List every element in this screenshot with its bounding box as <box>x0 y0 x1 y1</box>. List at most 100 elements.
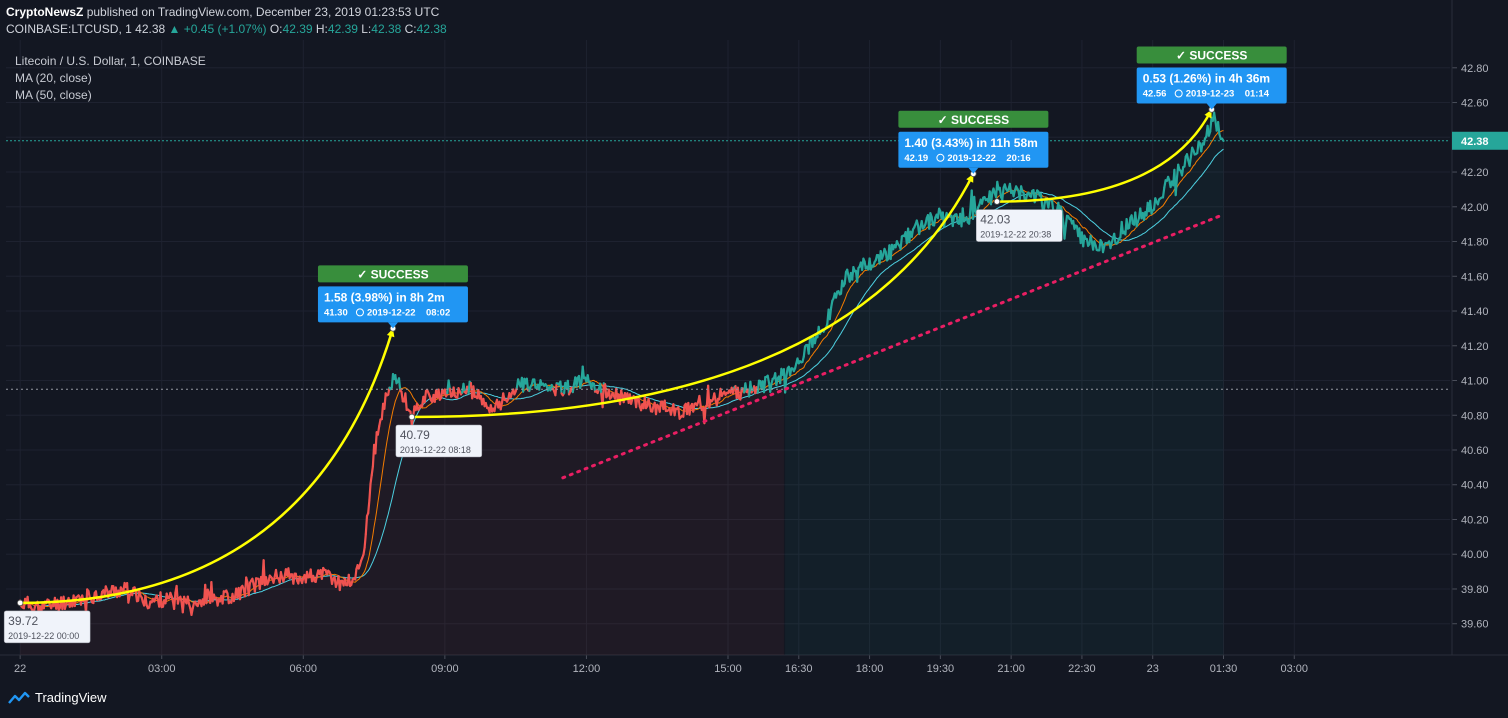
price-line-segment <box>930 215 935 227</box>
tradingview-logo-icon <box>8 691 30 704</box>
arrow-start-point <box>408 413 416 421</box>
success-badge-label: ✓ SUCCESS <box>357 267 428 281</box>
price-line-segment <box>785 367 789 377</box>
y-tick-label: 41.20 <box>1461 341 1489 353</box>
price-line-segment <box>1063 224 1067 240</box>
price-line-segment <box>378 418 382 428</box>
price-line-segment <box>677 406 681 420</box>
price-line-segment <box>354 567 358 581</box>
price-line-segment <box>1163 179 1167 189</box>
price-line-segment <box>447 379 451 390</box>
price-line-segment <box>499 401 504 411</box>
price-line-segment <box>472 385 476 398</box>
price-line-segment <box>575 376 579 388</box>
x-tick-label: 09:00 <box>431 663 459 675</box>
result-callout-text: 0.53 (1.26%) in 4h 36m <box>1143 71 1270 85</box>
author-name[interactable]: CryptoNewsZ <box>6 5 84 19</box>
price-line-segment <box>739 387 743 401</box>
price-line-segment <box>314 574 319 584</box>
price-line-segment <box>462 382 466 393</box>
price-line-segment <box>692 402 696 413</box>
price-line-segment <box>367 499 371 515</box>
y-tick-label: 41.40 <box>1461 306 1489 318</box>
price-line-segment <box>423 389 428 404</box>
price-label-datetime: 2019-12-22 00:00 <box>8 631 79 641</box>
price-line-segment <box>663 399 668 413</box>
result-callout-time: 08:02 <box>426 307 450 318</box>
series-legend[interactable]: Litecoin / U.S. Dollar, 1, COINBASE <box>15 54 206 68</box>
y-tick-label: 40.20 <box>1461 514 1489 526</box>
y-tick-label: 42.60 <box>1461 98 1489 110</box>
x-tick-label: 23 <box>1147 663 1159 675</box>
price-line-segment <box>338 579 343 592</box>
price-line-segment <box>1209 116 1213 133</box>
price-line-segment <box>400 390 404 403</box>
result-callout-date: 2019-12-22 <box>947 153 996 164</box>
ma20-legend[interactable]: MA (20, close) <box>15 71 92 85</box>
tradingview-footer[interactable]: TradingView <box>8 690 107 705</box>
last-price: 42.38 <box>135 22 166 36</box>
arrow-curve <box>20 328 395 605</box>
price-line-segment <box>502 392 506 401</box>
price-line-segment <box>788 367 793 377</box>
price-line-segment <box>320 566 325 580</box>
price-line-segment <box>1047 198 1051 209</box>
price-line-segment <box>1022 191 1026 201</box>
price-line-segment <box>637 397 641 408</box>
price-line-segment <box>713 392 717 402</box>
price-line-segment <box>1200 142 1204 153</box>
success-badge <box>898 110 1049 128</box>
y-tick-label: 41.80 <box>1461 237 1489 249</box>
price-line-segment <box>493 402 497 413</box>
result-callout-box <box>1136 67 1287 104</box>
price-line-segment <box>437 388 441 401</box>
price-line-segment <box>829 299 834 309</box>
arrow-curve <box>411 173 975 419</box>
price-line-segment <box>370 465 374 477</box>
price-label-datetime: 2019-12-22 20:38 <box>980 230 1051 240</box>
y-tick-label: 40.80 <box>1461 410 1489 422</box>
x-tick-label: 22:30 <box>1068 663 1096 675</box>
price-line-segment <box>452 386 456 397</box>
y-tick-label: 41.60 <box>1461 271 1489 283</box>
ma50-legend[interactable]: MA (50, close) <box>15 88 92 102</box>
y-tick-label: 40.60 <box>1461 445 1489 457</box>
price-line-segment <box>159 591 163 609</box>
price-line-segment <box>221 590 225 605</box>
price-line-segment <box>598 382 603 395</box>
y-tick-label: 40.40 <box>1461 480 1489 492</box>
last-price-label: 42.38 <box>1461 136 1489 148</box>
price-line-segment <box>846 268 850 278</box>
x-tick-label: 03:00 <box>1281 663 1309 675</box>
ohlc-line: COINBASE:LTCUSD, 1 42.38 ▲ +0.45 (+1.07%… <box>6 22 447 36</box>
low-value: 42.38 <box>371 22 402 36</box>
price-label-value: 42.03 <box>980 213 1010 227</box>
price-line-segment <box>1216 120 1221 136</box>
price-label-value: 39.72 <box>8 614 38 628</box>
price-line-segment <box>1127 216 1132 229</box>
price-line-segment <box>1196 140 1200 155</box>
price-label-box <box>395 424 483 458</box>
price-line-segment <box>756 379 761 394</box>
price-line-segment <box>688 405 692 416</box>
price-line-segment <box>467 380 471 395</box>
price-line-segment <box>899 235 904 251</box>
arrow-start-point <box>16 599 24 607</box>
price-line-segment <box>673 407 677 417</box>
price-line-segment <box>363 532 367 549</box>
price-line-segment <box>698 394 702 408</box>
clock-icon <box>355 308 364 317</box>
price-line-segment <box>238 586 243 601</box>
price-line-segment <box>1183 155 1187 168</box>
result-callout-target: 42.56 <box>1143 88 1167 99</box>
callout-pointer <box>968 167 979 174</box>
last-price-badge <box>1452 131 1508 150</box>
result-callout-target: 42.19 <box>904 153 928 164</box>
close-value: 42.38 <box>416 22 447 36</box>
support-trendline <box>561 213 1223 480</box>
price-line-segment <box>973 195 977 213</box>
price-line-segment <box>955 213 959 224</box>
up-arrow-icon: ▲ <box>168 22 181 36</box>
price-line-segment <box>533 378 537 389</box>
